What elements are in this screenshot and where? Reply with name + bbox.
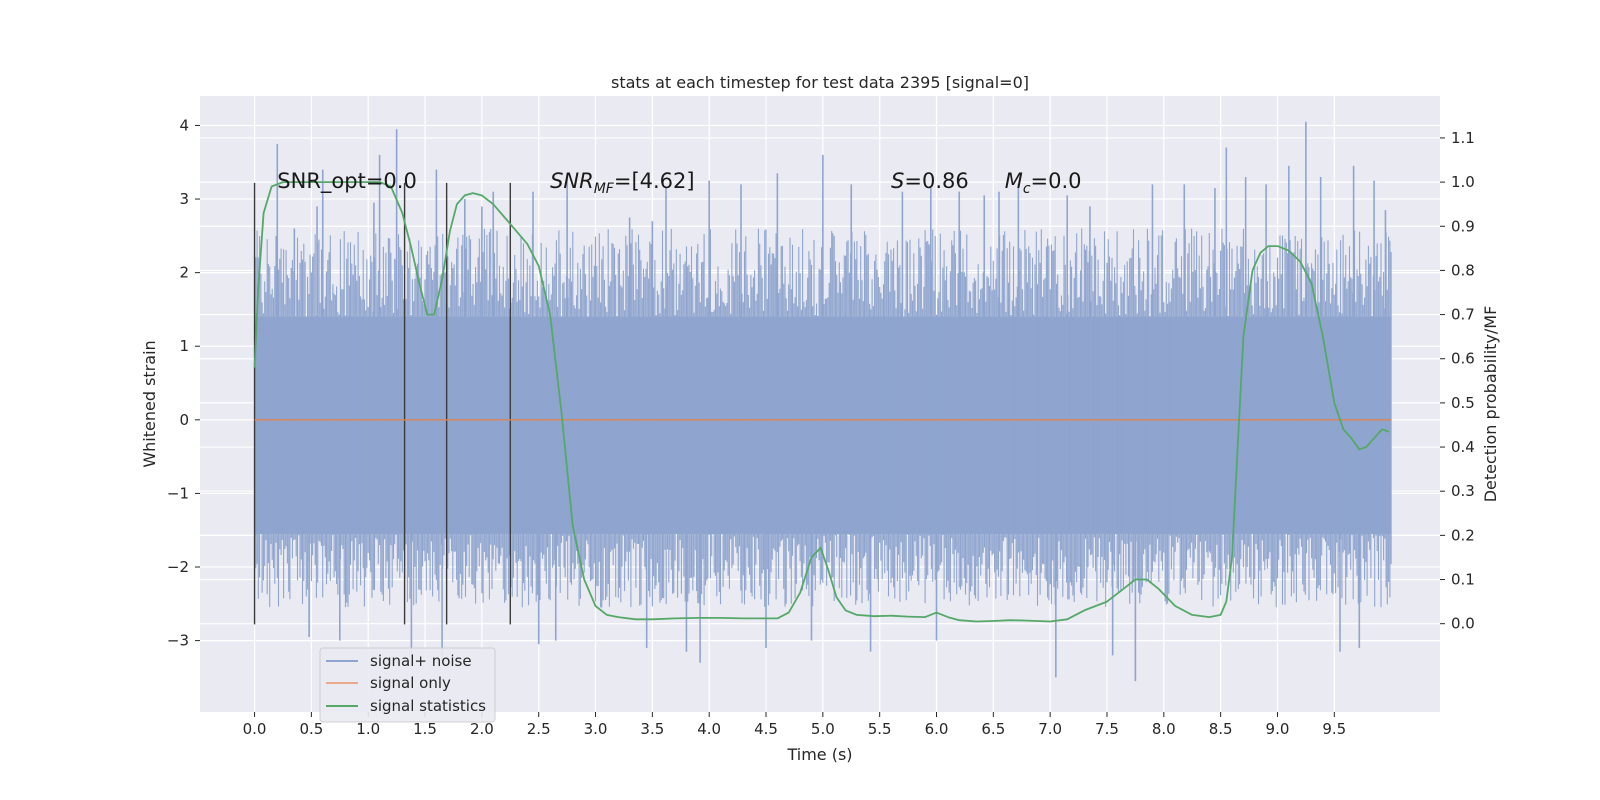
x-tick-label: 2.5	[527, 720, 551, 738]
x-tick-label: 3.0	[584, 720, 608, 738]
y2-tick-label: 0.6	[1451, 350, 1475, 368]
x-tick-label: 8.5	[1209, 720, 1233, 738]
y2-tick-label: 0.1	[1451, 571, 1475, 589]
x-tick-label: 4.5	[754, 720, 778, 738]
y2-tick-label: 0.4	[1451, 438, 1475, 456]
x-tick-label: 7.0	[1038, 720, 1062, 738]
x-tick-label: 3.5	[640, 720, 664, 738]
y-axis-label: Whitened strain	[140, 340, 159, 467]
x-tick-label: 9.0	[1266, 720, 1290, 738]
x-tick-label: 0.0	[243, 720, 267, 738]
x-tick-label: 7.5	[1095, 720, 1119, 738]
y2-axis-label: Detection probability/MF	[1481, 306, 1500, 503]
y-tick-label: 3	[179, 190, 189, 208]
annotation-1: SNRMF=[4.62]	[550, 169, 695, 197]
y2-tick-label: 0.8	[1451, 261, 1475, 279]
x-tick-label: 1.5	[413, 720, 437, 738]
y-tick-label: 0	[179, 411, 189, 429]
y2-tick-label: 1.1	[1451, 129, 1475, 147]
legend-label-signal-statistics: signal statistics	[370, 697, 486, 715]
x-tick-label: 5.0	[811, 720, 835, 738]
y-tick-label: 2	[179, 264, 189, 282]
annotations: SNR_opt=0.0 SNRMF=[4.62] S=0.86 Mc=0.0	[277, 169, 1081, 197]
y2-tick-label: 1.0	[1451, 173, 1475, 191]
axes: 0.0 0.5 1.0 1.5 2.0 2.5 3.0 3.5 4.0 4.5 5.0 5.5 6.0 6…	[167, 116, 1475, 738]
x-tick-label: 0.5	[299, 720, 323, 738]
legend: signal+ noise signal only signal statist…	[319, 647, 496, 723]
x-tick-label: 6.5	[981, 720, 1005, 738]
legend-label-signal-noise: signal+ noise	[370, 652, 472, 670]
x-tick-label: 6.0	[925, 720, 949, 738]
y2-tick-label: 0.0	[1451, 615, 1475, 633]
y-tick-label: −3	[167, 632, 189, 650]
x-tick-label: 2.0	[470, 720, 494, 738]
y-tick-label: −1	[167, 484, 189, 502]
y-tick-label: −2	[167, 558, 189, 576]
x-tick-label: 4.0	[697, 720, 721, 738]
x-tick-label: 5.5	[868, 720, 892, 738]
legend-label-signal-only: signal only	[370, 674, 451, 692]
y-tick-label: 4	[179, 116, 189, 134]
annotation-2: S=0.86	[891, 169, 969, 193]
y2-tick-label: 0.7	[1451, 306, 1475, 324]
signal-statistics-line	[253, 181, 1390, 623]
annotation-3: Mc=0.0	[1005, 169, 1082, 197]
x-tick-label: 9.5	[1322, 720, 1346, 738]
legend-box	[319, 647, 496, 723]
chart-title: stats at each timestep for test data 239…	[611, 73, 1029, 92]
x-axis-label: Time (s)	[786, 745, 852, 764]
x-tick-label: 8.0	[1152, 720, 1176, 738]
data-layer	[253, 121, 1392, 682]
y2-tick-label: 0.9	[1451, 217, 1475, 235]
y2-tick-label: 0.5	[1451, 394, 1475, 412]
y-tick-label: 1	[179, 337, 189, 355]
annotation-0: SNR_opt=0.0	[277, 169, 417, 194]
y2-tick-label: 0.2	[1451, 526, 1475, 544]
y2-tick-label: 0.3	[1451, 482, 1475, 500]
x-tick-label: 1.0	[356, 720, 380, 738]
